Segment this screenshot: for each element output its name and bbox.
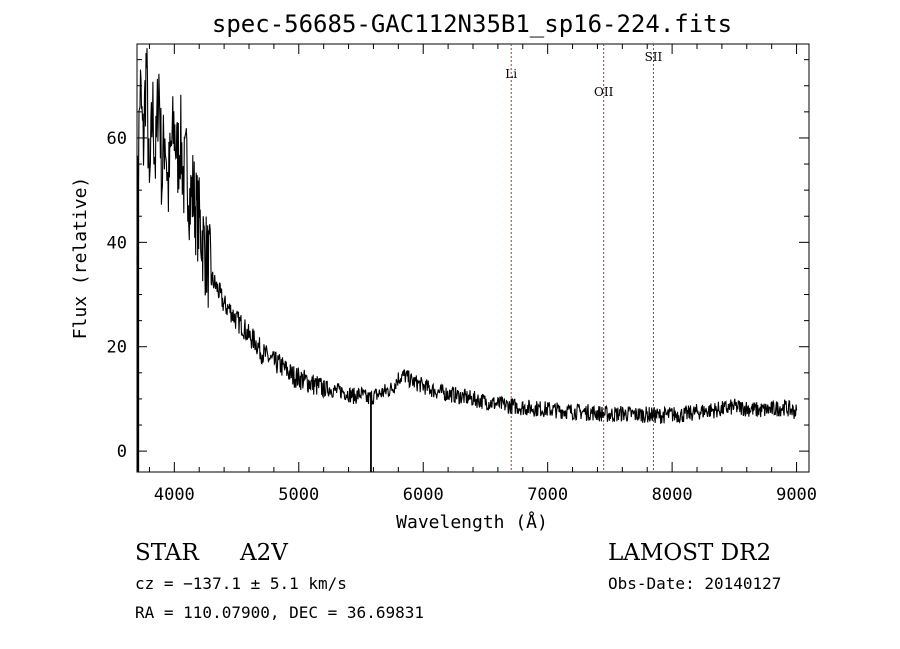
y-tick-label: 20: [107, 338, 127, 358]
bad-pixel-spikes: [137, 164, 372, 472]
x-tick-label: 7000: [527, 485, 568, 505]
axis-ticks: 4000 5000 6000 7000 8000 9000 0 20 40 60: [107, 44, 817, 505]
line-marker-label: OII: [594, 85, 614, 99]
sky-coordinates: RA = 110.07900, DEC = 36.69831: [135, 603, 424, 622]
x-tick-label: 6000: [403, 485, 444, 505]
x-tick-label: 9000: [776, 485, 817, 505]
line-marker-label: Li: [505, 67, 517, 81]
object-class: STAR: [135, 540, 199, 566]
x-tick-label: 4000: [154, 485, 195, 505]
x-tick-label: 8000: [652, 485, 693, 505]
x-tick-label: 5000: [278, 485, 319, 505]
chart-title: spec-56685-GAC112N35B1_sp16-224.fits: [212, 10, 732, 38]
observation-date: Obs-Date: 20140127: [608, 574, 782, 593]
redshift-velocity: cz = −137.1 ± 5.1 km/s: [135, 574, 347, 593]
y-tick-label: 60: [107, 129, 127, 149]
survey-name: LAMOST DR2: [608, 540, 772, 566]
line-marker-label: SII: [645, 50, 663, 64]
y-tick-label: 0: [117, 442, 127, 462]
x-axis-label: Wavelength (Å): [396, 511, 548, 533]
object-subclass: A2V: [240, 540, 288, 566]
spectrum-line: [136, 48, 798, 424]
y-tick-label: 40: [107, 233, 127, 253]
y-axis-label: Flux (relative): [70, 177, 91, 340]
